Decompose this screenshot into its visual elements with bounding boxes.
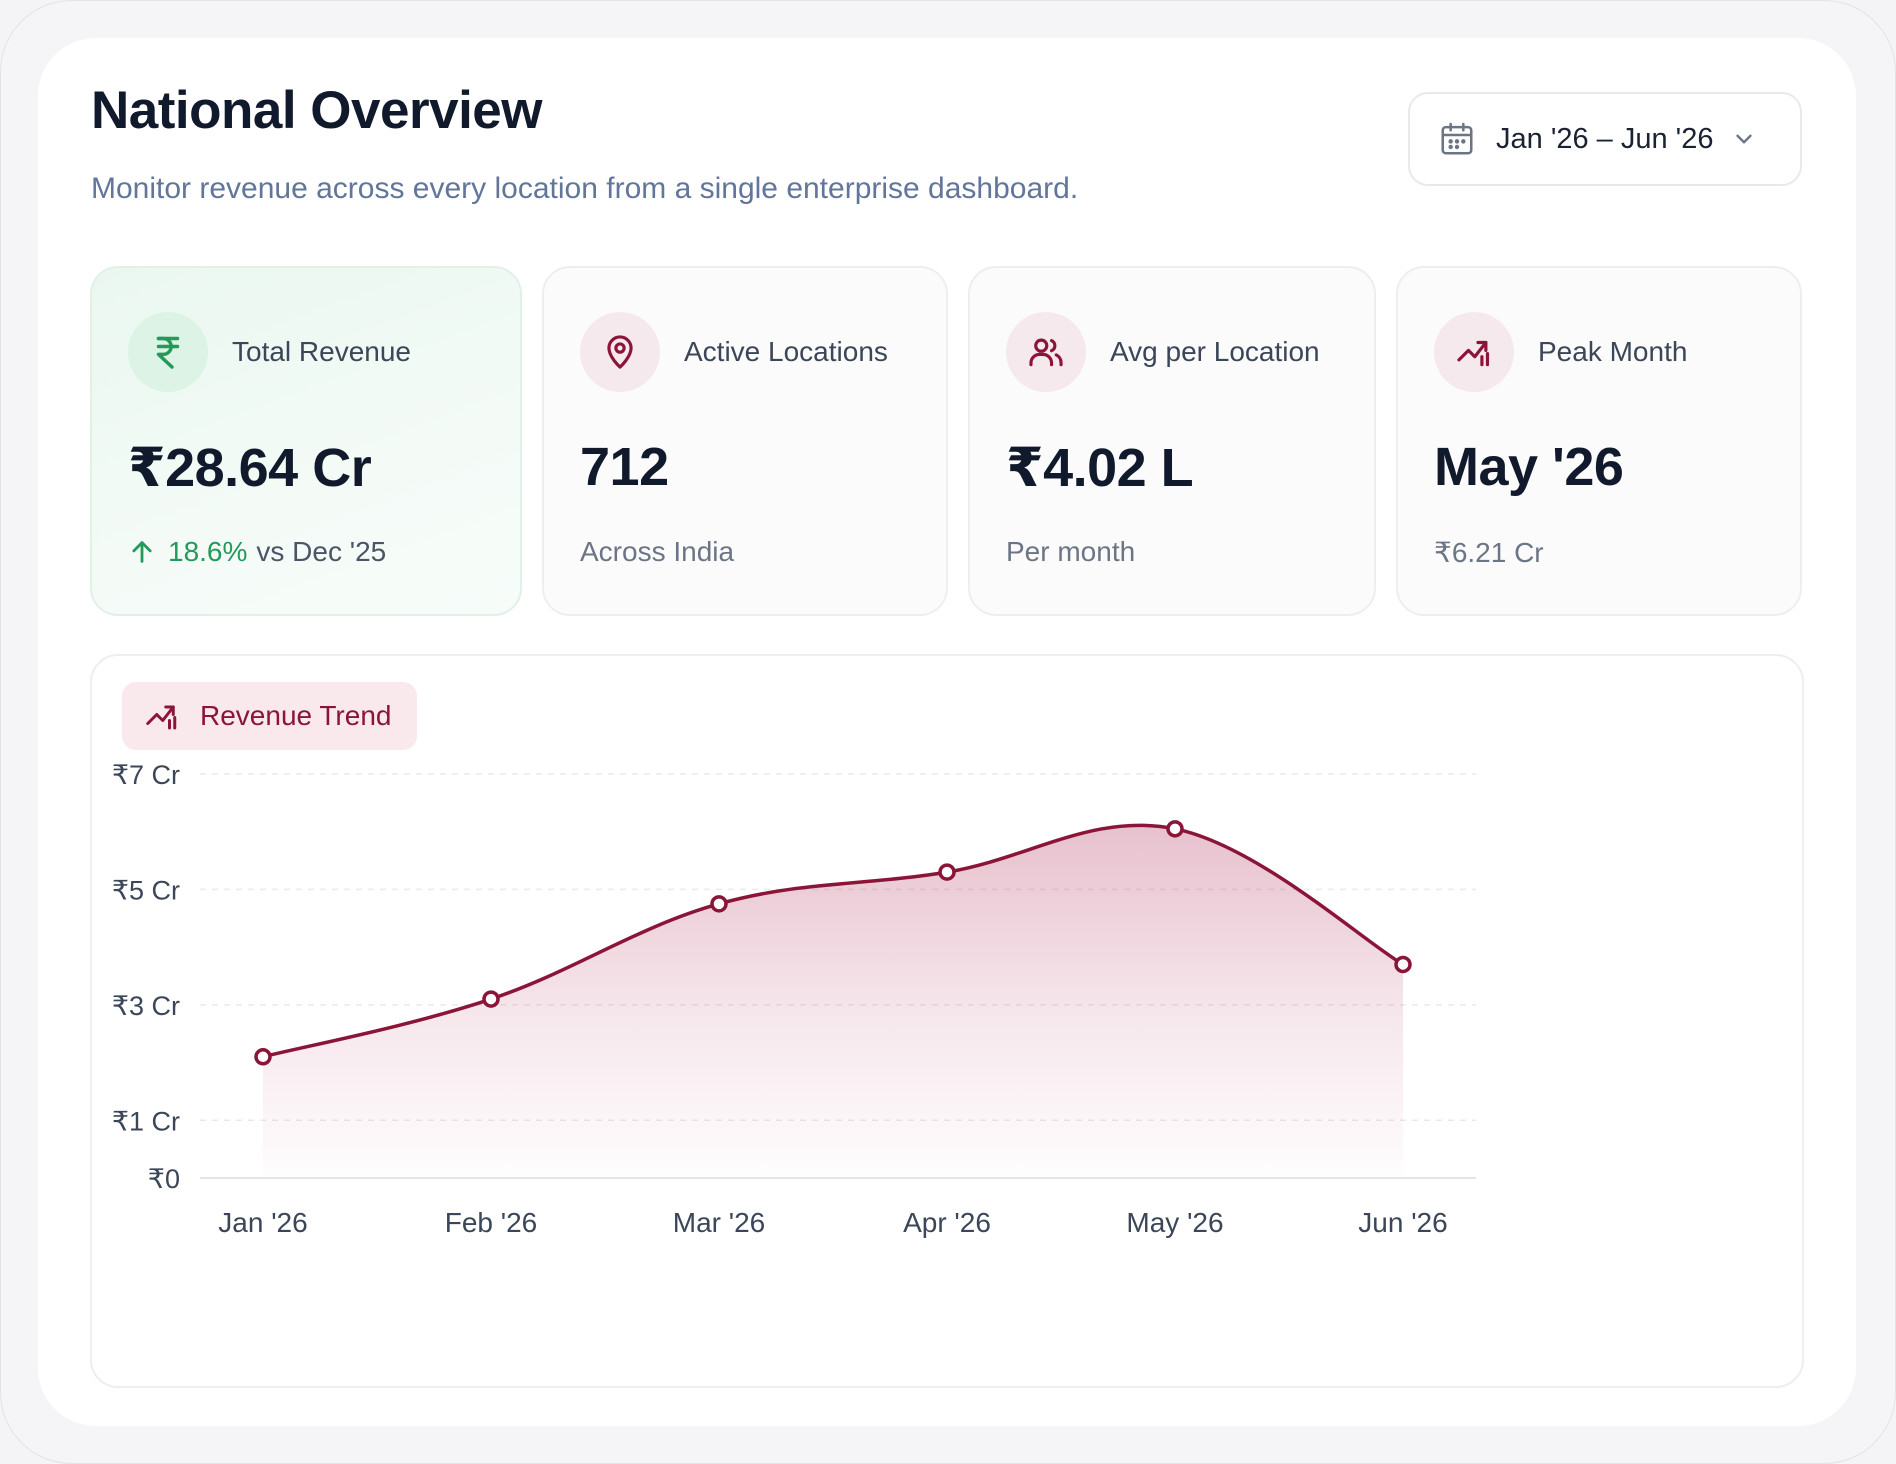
kpi-change: 18.6% vs Dec '25	[128, 536, 386, 568]
x-tick-label: Apr '26	[903, 1207, 991, 1238]
revenue-line	[261, 823, 1405, 1059]
kpi-card-avg-per-location: Avg per Location ₹4.02 L Per month	[968, 266, 1376, 616]
kpi-sub: Across India	[580, 536, 735, 567]
map-pin-icon	[607, 335, 633, 369]
trending-up-icon	[146, 705, 177, 730]
y-tick-label: ₹5 Cr	[112, 875, 180, 905]
kpi-value: May '26	[1434, 437, 1624, 497]
calendar-icon	[1441, 122, 1473, 155]
data-point	[1394, 955, 1412, 974]
kpi-card-total-revenue: Total Revenue ₹28.64 Cr 18.6% vs Dec '25	[90, 266, 522, 616]
kpi-sub: ₹6.21 Cr	[1434, 537, 1544, 568]
data-point	[254, 1048, 272, 1066]
chevron-down-icon	[1736, 134, 1753, 144]
y-tick-label: ₹1 Cr	[112, 1106, 180, 1136]
y-tick-label: ₹3 Cr	[112, 991, 180, 1021]
data-point	[938, 863, 956, 881]
kpi-value: ₹4.02 L	[1006, 438, 1194, 498]
data-point	[482, 990, 500, 1008]
chart-tag-label: Revenue Trend	[200, 700, 392, 731]
trending-up-icon	[1457, 340, 1490, 367]
kpi-label: Total Revenue	[232, 336, 412, 367]
kpi-label: Avg per Location	[1110, 336, 1320, 367]
date-range-label: Jan '26 – Jun '26	[1496, 122, 1714, 155]
revenue-area-fill	[263, 825, 1403, 1178]
rupee-icon	[156, 336, 180, 369]
y-tick-label: ₹0	[148, 1164, 180, 1194]
kpi-label: Active Locations	[684, 336, 888, 367]
page-title: National Overview	[91, 81, 543, 140]
kpi-card-active-locations: Active Locations 712 Across India	[542, 266, 948, 616]
kpi-change-ref: vs Dec '25	[256, 536, 387, 567]
y-tick-label: ₹7 Cr	[112, 760, 180, 790]
page-subtitle: Monitor revenue across every location fr…	[91, 172, 1079, 205]
x-tick-label: Mar '26	[673, 1207, 766, 1238]
kpi-value: ₹28.64 Cr	[128, 438, 372, 498]
kpi-change-pct: 18.6%	[168, 536, 248, 567]
x-tick-label: May '26	[1126, 1207, 1223, 1238]
data-point	[710, 895, 728, 913]
kpi-label: Peak Month	[1538, 336, 1688, 367]
data-point	[1166, 820, 1184, 838]
revenue-trend-card: Revenue Trend Jan '26 Feb '26 Mar '26 Apr '…	[90, 654, 1804, 1388]
revenue-trend-chart: Jan '26 Feb '26 Mar '26 Apr '26 May '26 Jun '…	[112, 760, 1476, 1238]
date-range-picker[interactable]: Jan '26 – Jun '26	[1408, 92, 1802, 186]
users-icon	[1029, 338, 1063, 367]
kpi-sub: Per month	[1006, 536, 1136, 567]
kpi-value: 712	[580, 437, 669, 497]
x-tick-label: Feb '26	[445, 1207, 538, 1238]
kpi-card-peak-month: Peak Month May '26 ₹6.21 Cr	[1396, 266, 1802, 616]
chart-tag: Revenue Trend	[122, 682, 418, 750]
arrow-up-icon	[132, 541, 152, 563]
dashboard-panel: National Overview Monitor revenue across…	[38, 38, 1856, 1426]
x-tick-label: Jan '26	[218, 1207, 307, 1238]
x-tick-label: Jun '26	[1358, 1207, 1447, 1238]
